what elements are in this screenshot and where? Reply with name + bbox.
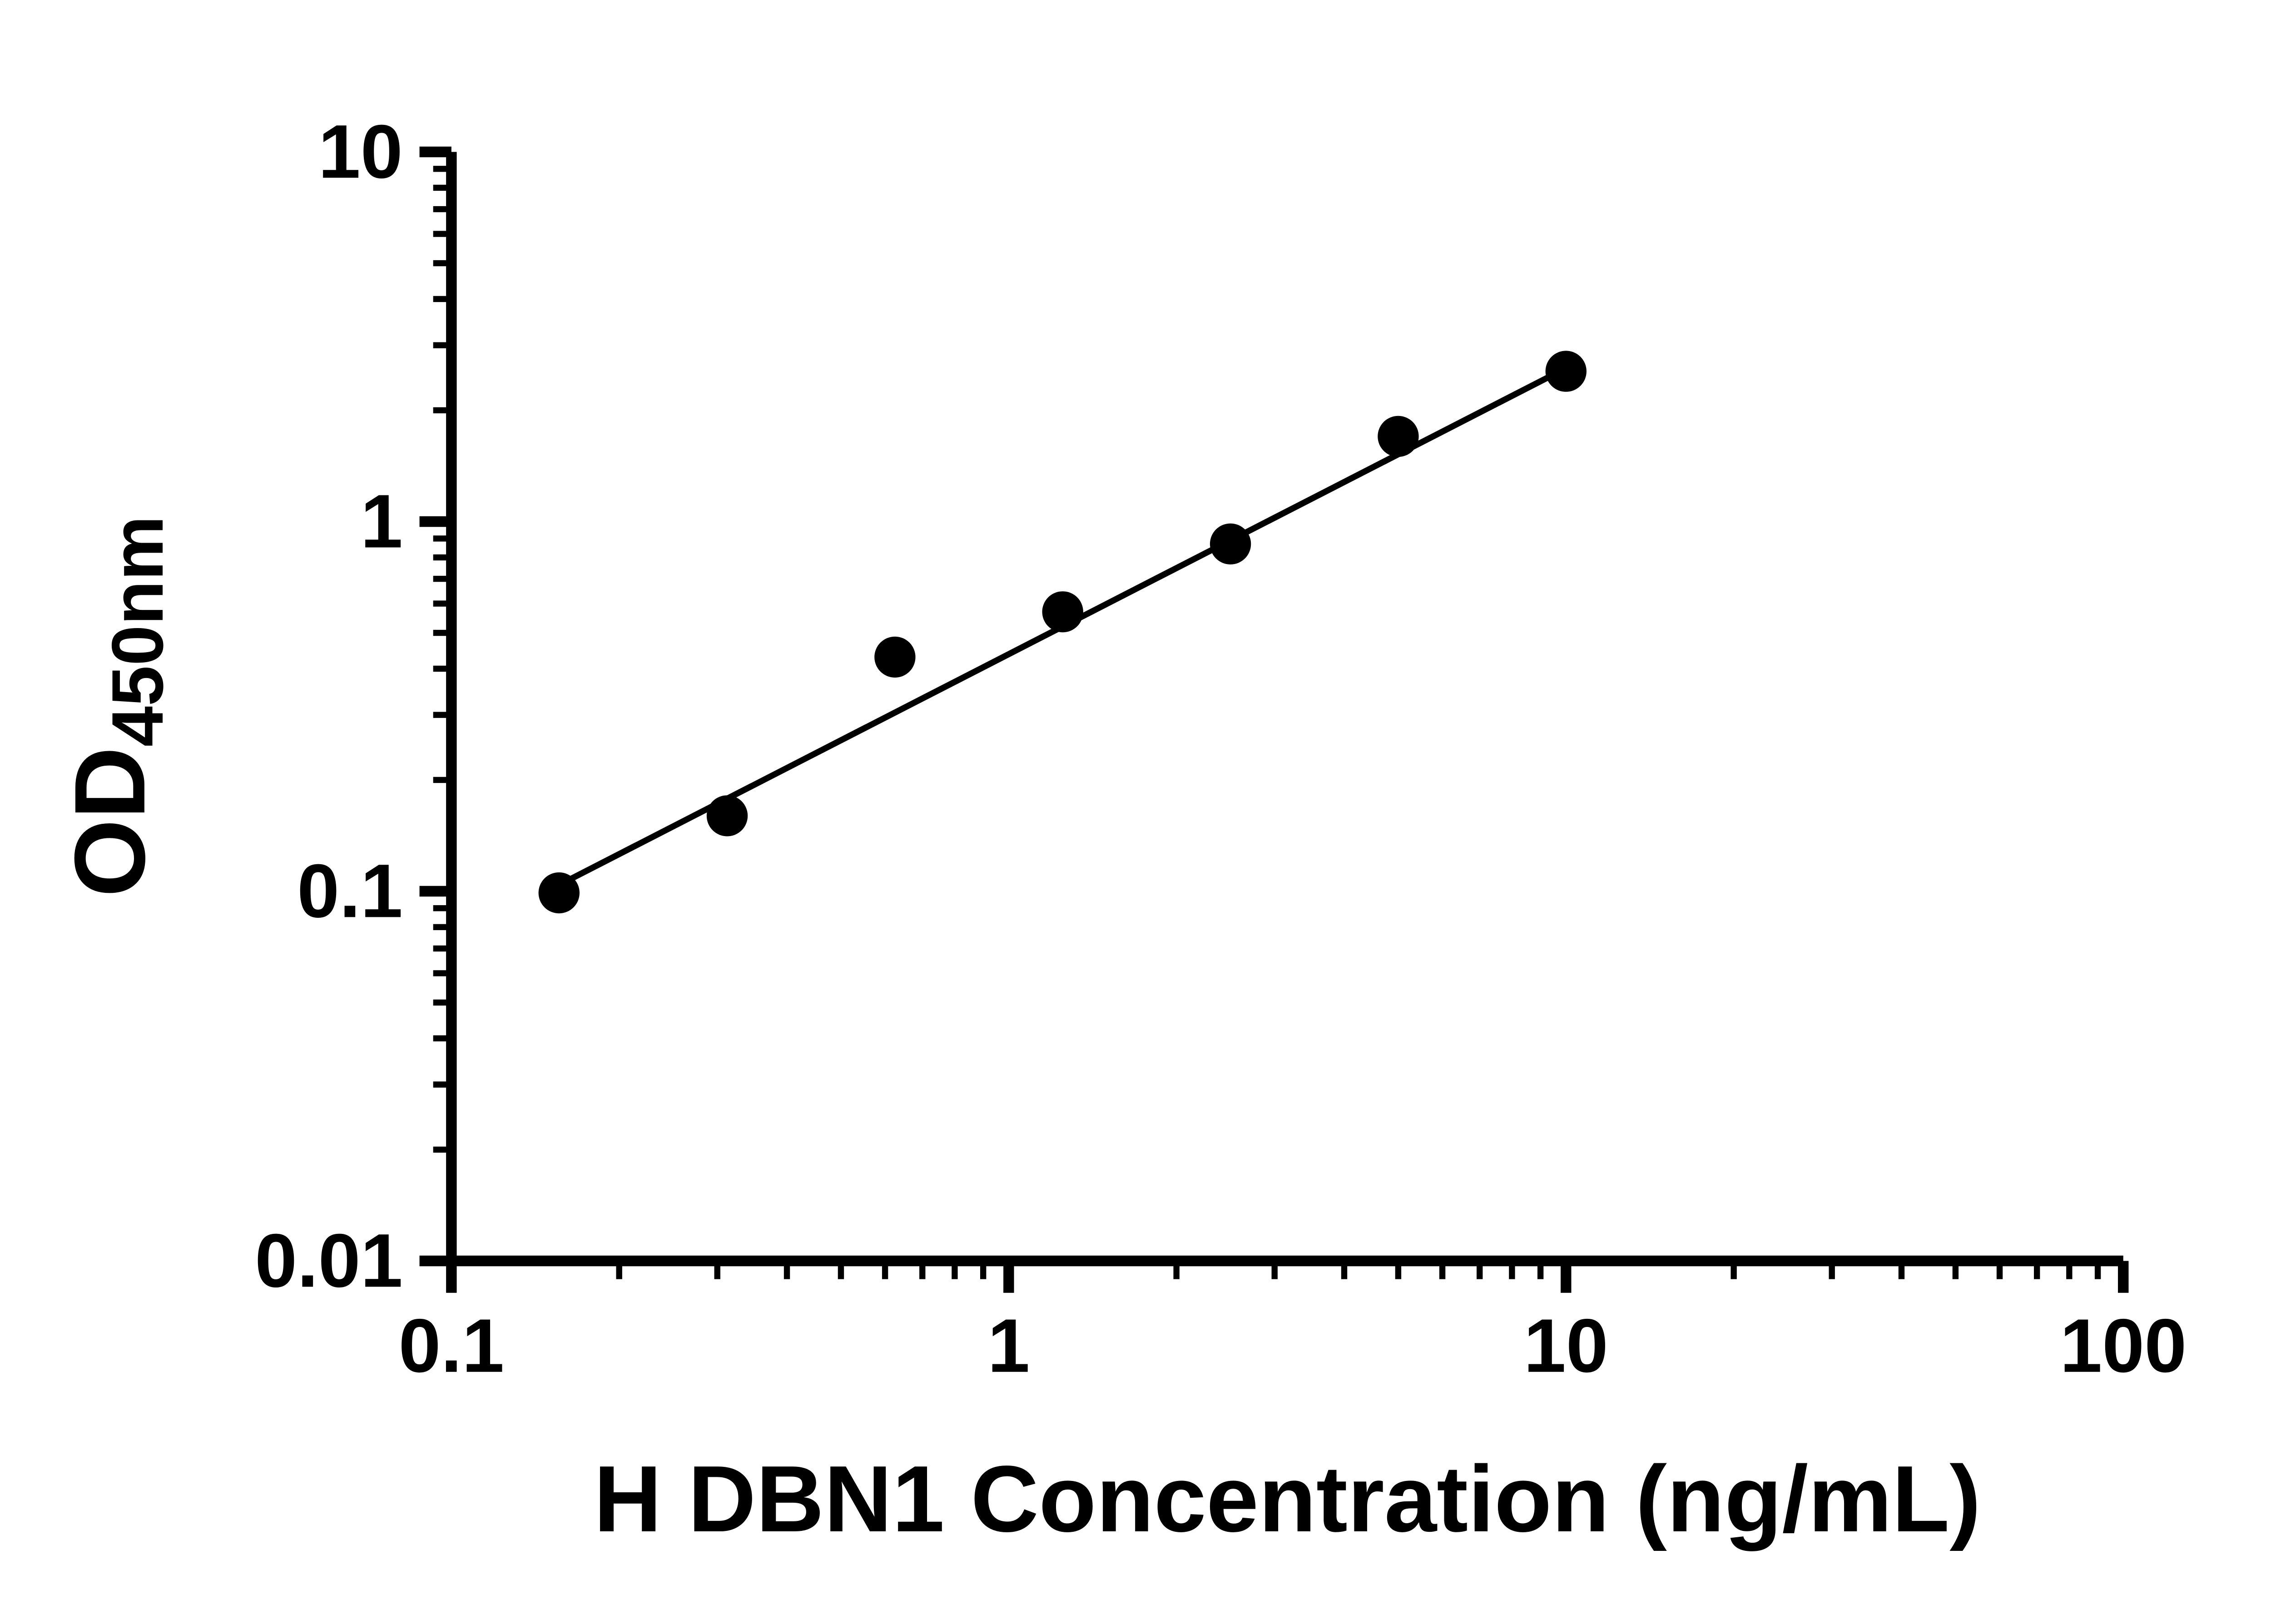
axis-spine <box>446 152 2123 1267</box>
x-tick-label: 10 <box>1524 1304 1608 1388</box>
data-point <box>874 636 916 678</box>
data-point <box>1378 416 1419 457</box>
data-point <box>538 872 580 914</box>
y-tick-label: 0.01 <box>255 1218 403 1303</box>
x-tick-label: 1 <box>987 1304 1030 1388</box>
data-points <box>538 351 1587 914</box>
data-point <box>1545 351 1587 392</box>
y-tick-label: 1 <box>361 479 403 564</box>
y-tick-label: 0.1 <box>297 849 403 933</box>
y-tick-label: 10 <box>318 109 403 194</box>
data-point <box>706 795 748 837</box>
y-axis-label-main: OD <box>54 747 166 897</box>
x-axis-label: H DBN1 Concentration (ng/mL) <box>594 1446 1981 1551</box>
x-tick-label: 100 <box>2060 1304 2187 1388</box>
data-point <box>1042 591 1083 633</box>
y-axis-label-subscript: 450nm <box>97 516 179 747</box>
x-tick-label: 0.1 <box>399 1304 505 1388</box>
y-axis-label: OD450nm <box>54 516 179 897</box>
data-point <box>1210 523 1251 564</box>
